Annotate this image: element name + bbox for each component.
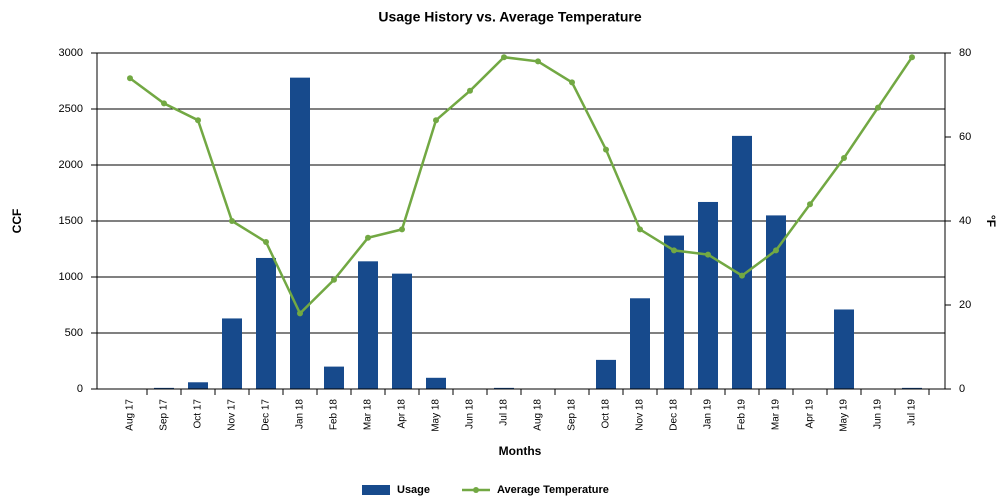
x-tick-label: Oct 18 (601, 399, 612, 429)
point (773, 247, 779, 254)
y-tick-label: 2000 (59, 159, 83, 171)
bar (630, 298, 650, 389)
y2-tick-label: 60 (959, 131, 971, 143)
bar (154, 387, 174, 389)
x-tick-label: Apr 19 (805, 399, 816, 429)
point (807, 201, 813, 208)
point (161, 100, 167, 107)
x-tick-label: Apr 18 (397, 399, 408, 429)
point (195, 117, 201, 124)
x-tick-label: Jun 18 (465, 399, 476, 429)
y-tick-label: 0 (77, 383, 83, 395)
bar (188, 382, 208, 389)
y-tick-label: 1000 (59, 271, 83, 283)
legend-label: Usage (397, 484, 430, 496)
y-axis-label: CCF (10, 209, 24, 234)
x-tick-label: May 19 (839, 399, 850, 432)
point (603, 146, 609, 153)
x-tick-label: Jun 19 (873, 399, 884, 429)
bar (834, 309, 854, 389)
bar (290, 77, 310, 389)
x-tick-label: Dec 18 (669, 399, 680, 431)
bar (698, 201, 718, 389)
y2-tick-label: 40 (959, 215, 971, 227)
y2-tick-label: 0 (959, 383, 965, 395)
bar (902, 387, 922, 389)
x-tick-label: Nov 17 (227, 399, 238, 431)
point (739, 272, 745, 279)
y-tick-label: 2500 (59, 103, 83, 115)
bar (324, 366, 344, 389)
point (637, 226, 643, 233)
legend-label: Average Temperature (497, 484, 609, 496)
y-tick-label: 500 (65, 327, 83, 339)
point (467, 87, 473, 94)
point (433, 117, 439, 124)
legend-swatch (473, 487, 479, 493)
point (841, 155, 847, 161)
bar (664, 235, 684, 389)
bar (426, 377, 446, 389)
x-tick-label: Jul 19 (907, 399, 918, 426)
point (875, 104, 881, 111)
point (909, 54, 915, 61)
x-tick-label: Jan 18 (295, 399, 306, 429)
x-tick-label: Jan 19 (703, 399, 714, 429)
bar (494, 387, 514, 389)
bar (256, 257, 276, 389)
x-tick-label: Sep 17 (159, 399, 170, 431)
legend-swatch (362, 485, 390, 495)
x-tick-label: Mar 18 (363, 399, 374, 431)
chart-title: Usage History vs. Average Temperature (378, 9, 641, 25)
x-tick-label: Nov 18 (635, 399, 646, 431)
point (229, 218, 235, 224)
y-tick-label: 1500 (59, 215, 83, 227)
bar (732, 135, 752, 389)
point (127, 75, 133, 82)
x-tick-label: Sep 18 (567, 399, 578, 431)
point (705, 251, 711, 258)
point (263, 239, 269, 245)
y-tick-label: 3000 (59, 47, 83, 59)
x-tick-label: Mar 19 (771, 399, 782, 431)
point (331, 276, 337, 283)
bar (358, 261, 378, 389)
point (569, 79, 575, 86)
x-tick-label: Feb 18 (329, 399, 340, 431)
point (671, 247, 677, 254)
point (501, 54, 507, 61)
x-tick-label: Jul 18 (499, 399, 510, 426)
x-tick-label: Aug 17 (125, 399, 136, 431)
x-tick-label: Oct 17 (193, 399, 204, 429)
bar (222, 318, 242, 389)
point (399, 226, 405, 233)
point (535, 58, 541, 65)
bar (766, 215, 786, 389)
x-tick-label: May 18 (431, 399, 442, 432)
y2-tick-label: 20 (959, 299, 971, 311)
point (297, 310, 303, 317)
line (129, 55, 914, 316)
x-axis-label: Months (499, 444, 542, 458)
point (365, 234, 371, 241)
x-tick-label: Dec 17 (261, 399, 272, 431)
bar (392, 273, 412, 389)
bar (596, 359, 616, 389)
y2-tick-label: 80 (959, 47, 971, 59)
x-tick-label: Feb 19 (737, 399, 748, 431)
y2-axis-label: °F (984, 215, 998, 227)
x-tick-label: Aug 18 (533, 399, 544, 431)
